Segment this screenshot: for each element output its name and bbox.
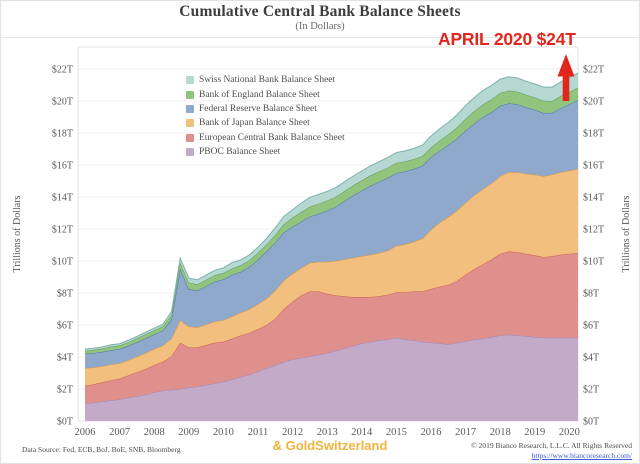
x-tick-label: 2012 [282, 427, 303, 438]
y-tick-label-left: $16T [52, 161, 73, 172]
y-tick-label-left: $20T [52, 97, 73, 108]
x-tick-label: 2010 [213, 427, 234, 438]
y-tick-label-right: $4T [583, 353, 599, 364]
legend-item: PBOC Balance Sheet [186, 145, 345, 159]
legend-label: Bank of Japan Balance Sheet [199, 118, 310, 129]
goldswitzerland-credit: & GoldSwitzerland [272, 438, 388, 453]
x-tick-label: 2018 [490, 427, 511, 438]
chart-legend: Swiss National Bank Balance Sheet Bank of… [186, 73, 345, 159]
title-divider [0, 37, 640, 38]
legend-label: Bank of England Balance Sheet [199, 89, 320, 100]
legend-swatch-icon [186, 90, 194, 99]
y-tick-label-left: $6T [57, 321, 73, 332]
y-tick-label-left: $18T [52, 129, 73, 140]
y-tick-label-left: $8T [57, 289, 73, 300]
y-tick-label-right: $8T [583, 289, 599, 300]
y-tick-label-right: $16T [583, 161, 604, 172]
x-tick-label: 2013 [317, 427, 338, 438]
y-tick-label-left: $4T [57, 353, 73, 364]
y-tick-label-left: $2T [57, 385, 73, 396]
y-tick-label-left: $14T [52, 193, 73, 204]
area-european-central-bank-balance-sheet [85, 251, 578, 404]
x-tick-label: 2019 [524, 427, 545, 438]
x-tick-label: 2007 [109, 427, 130, 438]
y-axis-title-right: Trillions of Dollars [621, 195, 632, 272]
y-tick-label-left: $22T [52, 65, 73, 76]
area-federal-reserve-balance-sheet [85, 100, 578, 369]
legend-item: Bank of England Balance Sheet [186, 87, 345, 101]
x-tick-label: 2017 [455, 427, 476, 438]
x-tick-label: 2009 [178, 427, 199, 438]
chart-subtitle: (In Dollars) [295, 21, 345, 32]
y-tick-label-right: $0T [583, 417, 599, 428]
legend-swatch-icon [186, 148, 194, 157]
edge-line [84, 72, 579, 350]
copyright-block: © 2019 Bianco Research, L.L.C. All Right… [471, 441, 632, 460]
x-tick-label: 2020 [559, 427, 580, 438]
y-tick-label-right: $10T [583, 257, 604, 268]
area-bank-of-japan-balance-sheet [85, 169, 578, 386]
x-tick-label: 2008 [144, 427, 165, 438]
x-tick-label: 2016 [421, 427, 442, 438]
x-tick-label: 2011 [248, 427, 269, 438]
y-tick-label-right: $6T [583, 321, 599, 332]
y-tick-label-right: $22T [583, 65, 604, 76]
y-tick-label-right: $12T [583, 225, 604, 236]
legend-item: Federal Reserve Balance Sheet [186, 102, 345, 116]
legend-label: PBOC Balance Sheet [199, 147, 281, 158]
legend-swatch-icon [186, 104, 194, 113]
legend-item: Bank of Japan Balance Sheet [186, 116, 345, 130]
y-tick-label-left: $12T [52, 225, 73, 236]
legend-swatch-icon [186, 133, 194, 142]
legend-label: Federal Reserve Balance Sheet [199, 103, 317, 114]
x-tick-label: 2015 [386, 427, 407, 438]
x-tick-label: 2014 [351, 427, 373, 438]
x-tick-label: 2006 [75, 427, 96, 438]
y-tick-label-right: $18T [583, 129, 604, 140]
y-tick-label-right: $2T [583, 385, 599, 396]
y-tick-label-left: $10T [52, 257, 73, 268]
area-pboc-balance-sheet [85, 334, 578, 421]
april-2020-annotation: APRIL 2020 $24T [438, 29, 576, 49]
y-axis-title-left: Trillions of Dollars [12, 195, 23, 272]
copyright-text: © 2019 Bianco Research, L.L.C. All Right… [471, 441, 632, 450]
legend-item: Swiss National Bank Balance Sheet [186, 73, 345, 87]
legend-swatch-icon [186, 76, 194, 85]
bianco-research-link[interactable]: https://www.biancoresearch.com/ [531, 450, 632, 460]
legend-label: Swiss National Bank Balance Sheet [199, 75, 336, 86]
y-tick-label-left: $0T [57, 417, 73, 428]
chart-title: Cumulative Central Bank Balance Sheets [179, 3, 461, 20]
legend-swatch-icon [186, 119, 194, 128]
data-source-note: Data Source: Fed, ECB, BoJ, BoE, SNB, Bl… [22, 445, 181, 454]
y-tick-label-right: $14T [583, 193, 604, 204]
y-tick-label-right: $20T [583, 97, 604, 108]
legend-item: European Central Bank Balance Sheet [186, 131, 345, 145]
legend-label: European Central Bank Balance Sheet [199, 132, 345, 143]
